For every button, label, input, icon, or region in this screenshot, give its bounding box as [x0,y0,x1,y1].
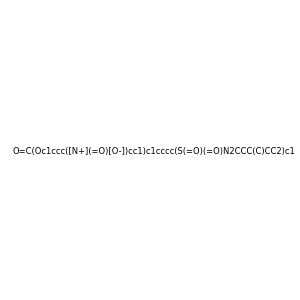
Text: O=C(Oc1ccc([N+](=O)[O-])cc1)c1cccc(S(=O)(=O)N2CCC(C)CC2)c1: O=C(Oc1ccc([N+](=O)[O-])cc1)c1cccc(S(=O)… [12,147,295,156]
